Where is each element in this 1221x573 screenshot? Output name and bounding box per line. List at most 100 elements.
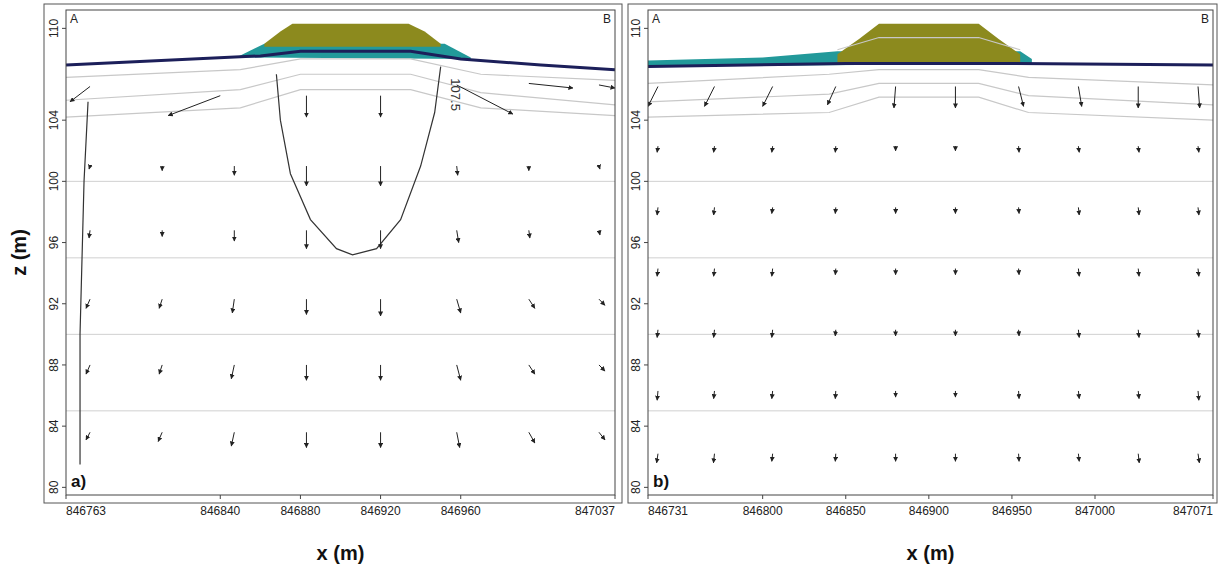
flow-vector: [648, 86, 658, 106]
y-tick: [644, 28, 648, 29]
label-patch: [69, 471, 88, 492]
x-tick-label: 847071: [1173, 504, 1213, 518]
flow-vector: [380, 96, 381, 117]
flow-vector: [234, 230, 235, 241]
ground-surface: [66, 51, 615, 69]
x-tick: [300, 495, 301, 499]
flow-vector: [529, 365, 535, 374]
flow-vector: [306, 365, 307, 380]
flow-vector: [306, 299, 307, 314]
x-tick: [220, 495, 221, 499]
flow-vector: [162, 230, 163, 236]
layer-boundary: [648, 334, 1213, 335]
flow-vector: [457, 230, 459, 242]
flow-vector: [713, 391, 715, 399]
y-tick: [62, 242, 66, 243]
flow-vector: [713, 269, 715, 277]
x-tick-label: 846840: [200, 504, 240, 518]
y-tick-label: 88: [47, 358, 61, 372]
x-tick: [648, 495, 649, 499]
layer-boundary: [648, 410, 1213, 411]
figure: 107.584676384684084688084692084696084703…: [0, 0, 1221, 573]
flow-vector: [1198, 454, 1199, 463]
flow-vector: [1078, 146, 1080, 152]
flow-vector: [1138, 86, 1139, 107]
flow-vector: [231, 365, 234, 379]
layer-line: [648, 97, 1213, 120]
flow-vector: [835, 207, 836, 213]
layer-line: [648, 83, 1213, 104]
flow-vector: [955, 146, 956, 151]
flow-vector: [895, 146, 896, 151]
flow-vector: [895, 330, 896, 336]
y-tick: [62, 487, 66, 488]
y-tick: [62, 364, 66, 365]
plot-frame: [66, 10, 615, 495]
y-tick: [62, 303, 66, 304]
flow-vector: [1138, 391, 1140, 399]
flow-vector: [1078, 391, 1080, 399]
flow-vector: [763, 86, 773, 106]
flow-vector: [1078, 269, 1080, 277]
flow-vector: [955, 269, 956, 275]
flow-vector: [1138, 207, 1140, 215]
label-patch: [651, 471, 671, 492]
material-layer: [837, 24, 1020, 64]
y-tick-label: 80: [629, 480, 643, 494]
plot-frame: [648, 10, 1213, 495]
x-axis-title: x (m): [907, 542, 955, 564]
flow-vector: [705, 86, 715, 106]
flow-vector: [599, 365, 605, 371]
layer-boundary: [66, 181, 615, 182]
flow-vector: [835, 146, 836, 152]
flow-vector: [1198, 391, 1200, 400]
flow-vector: [168, 96, 220, 116]
flow-vector: [1078, 207, 1080, 215]
y-tick: [62, 181, 66, 182]
flow-vector: [955, 454, 956, 462]
y-tick-label: 96: [629, 236, 643, 250]
flow-vector: [771, 146, 773, 152]
flow-vector: [657, 146, 659, 152]
flow-vector: [657, 391, 659, 400]
flow-vector: [1198, 146, 1200, 152]
x-tick: [460, 495, 461, 499]
flow-vector: [771, 207, 773, 213]
y-tick: [62, 120, 66, 121]
flow-vector: [955, 391, 956, 397]
flow-vector: [955, 330, 956, 336]
flow-vector: [306, 166, 307, 186]
flow-vector: [529, 432, 535, 443]
y-tick-label: 96: [47, 236, 61, 250]
flow-vector: [1198, 207, 1200, 215]
flow-vector: [159, 299, 162, 308]
flow-vector: [70, 86, 90, 101]
flow-vector: [835, 269, 836, 275]
plot-area: [66, 24, 615, 465]
x-tick: [928, 495, 929, 499]
flow-vector: [771, 391, 773, 399]
flow-vector: [380, 432, 381, 447]
flow-vector: [895, 207, 896, 213]
panel-frame: [44, 4, 622, 503]
y-tick: [644, 426, 648, 427]
flow-vector: [771, 454, 773, 462]
y-tick: [644, 364, 648, 365]
x-tick-label: 846880: [280, 504, 320, 518]
y-tick: [644, 303, 648, 304]
y-tick: [644, 487, 648, 488]
flow-vector: [1019, 86, 1024, 106]
flow-vector: [234, 166, 235, 175]
flow-vector: [457, 85, 513, 114]
y-tick-label: 110: [47, 18, 61, 37]
x-tick-label: 846850: [826, 504, 866, 518]
y-tick-label: 110: [629, 18, 643, 37]
flow-vector: [86, 365, 90, 374]
flow-vector: [1138, 454, 1140, 463]
flow-vector: [1018, 207, 1019, 213]
y-tick-label: 100: [47, 171, 61, 191]
flow-vector: [158, 432, 162, 441]
flow-vector: [713, 330, 715, 338]
section-start-label: A: [70, 12, 78, 26]
layer-boundary: [648, 257, 1213, 258]
